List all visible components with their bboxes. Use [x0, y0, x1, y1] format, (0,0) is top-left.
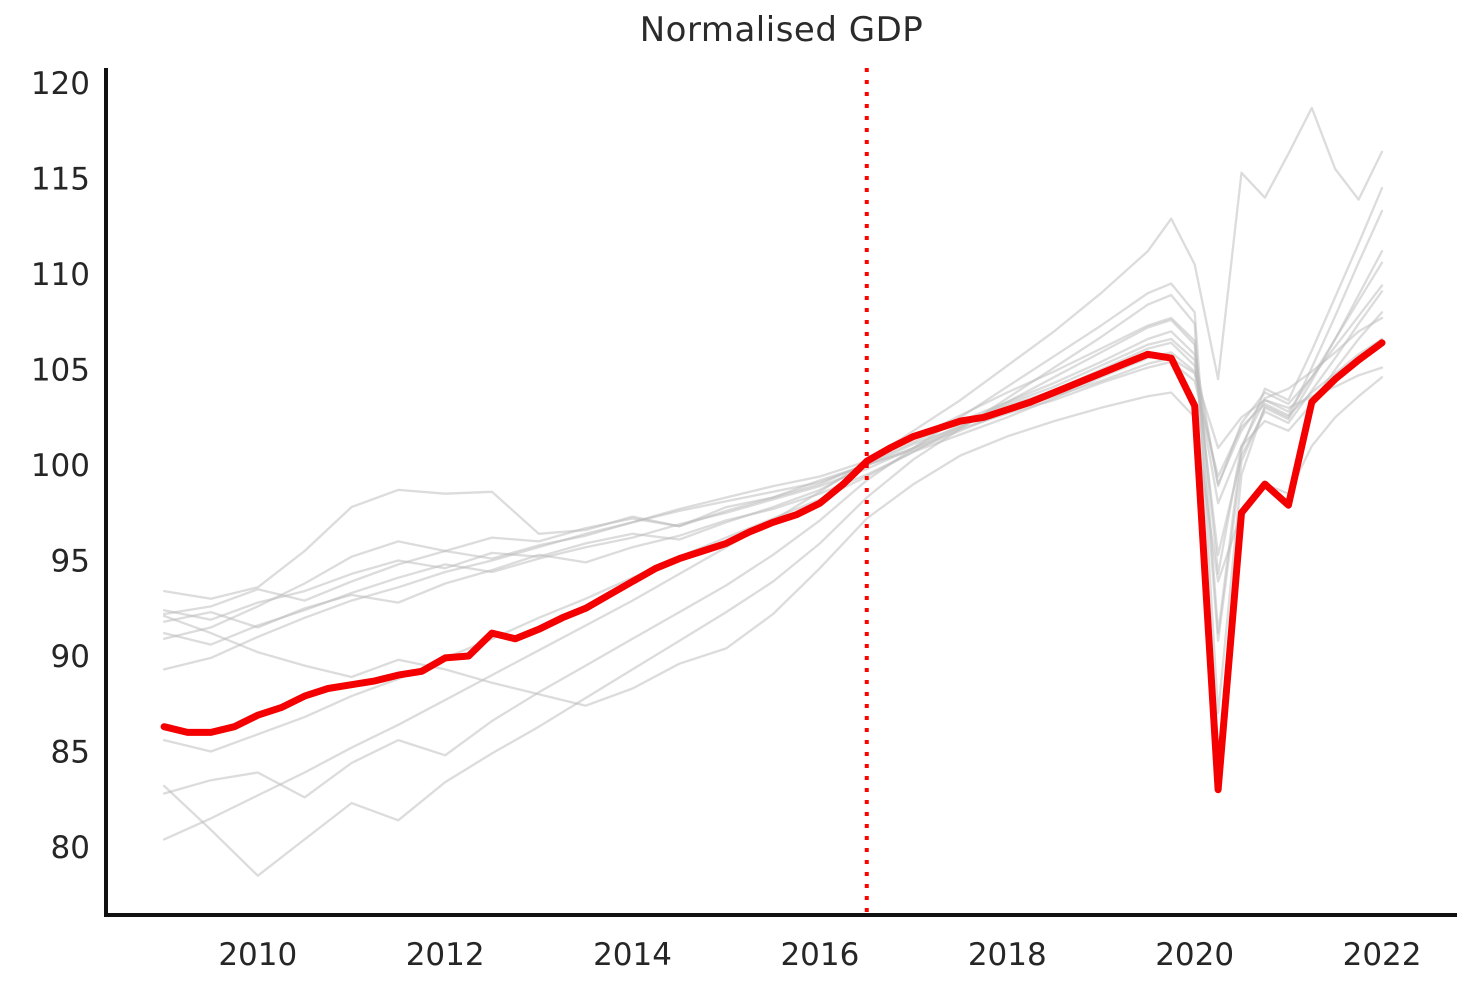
background-series-line-country-10 — [162, 209, 1384, 877]
background-series-line-country-03 — [162, 316, 1384, 616]
background-series-line-country-11 — [162, 186, 1384, 799]
y-tick-label-115: 115 — [31, 162, 90, 198]
x-tick-label-2012: 2012 — [406, 937, 485, 973]
x-tick-label-2016: 2016 — [780, 937, 859, 973]
x-tick-label-2010: 2010 — [218, 937, 297, 973]
x-tick-label-2014: 2014 — [593, 937, 672, 973]
y-tick-label-85: 85 — [51, 735, 90, 771]
chart-title: Normalised GDP — [639, 10, 924, 50]
y-tick-label-100: 100 — [31, 448, 90, 484]
y-tick-label-110: 110 — [31, 257, 90, 293]
x-tick-label-2018: 2018 — [968, 937, 1047, 973]
y-tick-label-95: 95 — [51, 544, 90, 580]
y-tick-label-80: 80 — [51, 830, 90, 866]
y-tick-label-90: 90 — [51, 639, 90, 675]
y-tick-label-105: 105 — [31, 353, 90, 389]
y-tick-label-120: 120 — [31, 66, 90, 102]
highlight-series-line — [160, 339, 1386, 794]
x-tick-label-2022: 2022 — [1343, 937, 1422, 973]
x-tick-label-2020: 2020 — [1155, 937, 1234, 973]
